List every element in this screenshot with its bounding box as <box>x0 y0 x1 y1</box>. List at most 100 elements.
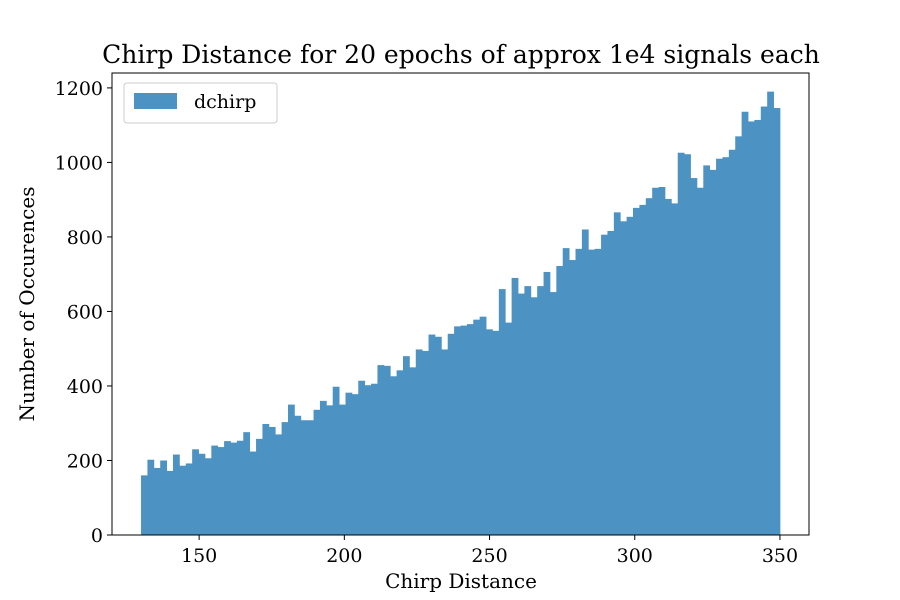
histogram-bar <box>518 293 525 535</box>
histogram-bar <box>486 329 493 535</box>
histogram-bar <box>748 121 755 535</box>
x-tick-label: 200 <box>326 545 362 567</box>
histogram-bar <box>562 248 570 535</box>
histogram-bar <box>767 91 774 536</box>
histogram-bar <box>211 445 219 535</box>
histogram-bar <box>601 234 608 535</box>
histogram-bar <box>307 420 314 535</box>
y-axis-label: Number of Occurences <box>15 187 39 422</box>
histogram-bar <box>613 212 621 535</box>
histogram-bar <box>549 292 557 535</box>
bars-group <box>141 91 781 536</box>
histogram-bar <box>690 178 698 535</box>
histogram-bar <box>358 380 366 535</box>
y-tick-label: 1200 <box>55 78 103 100</box>
histogram-bar <box>326 405 334 535</box>
histogram-bar <box>575 248 583 535</box>
histogram-bar <box>633 207 640 535</box>
x-tick-label: 250 <box>471 545 507 567</box>
histogram-bar <box>224 441 231 535</box>
histogram-bar <box>773 108 781 535</box>
histogram-bar <box>741 111 749 536</box>
histogram-bar <box>396 370 404 535</box>
histogram-bar <box>204 458 212 535</box>
histogram-bar <box>345 392 353 535</box>
histogram-bar <box>434 336 442 535</box>
histogram-bar <box>351 394 359 535</box>
histogram-bar <box>377 365 385 535</box>
histogram-bar <box>454 326 461 535</box>
histogram-bar <box>556 265 564 535</box>
chart-title: Chirp Distance for 20 epochs of approx 1… <box>102 40 820 69</box>
histogram-bar <box>709 169 717 535</box>
x-tick-label: 300 <box>617 545 653 567</box>
histogram-bar <box>230 442 238 535</box>
histogram-bar <box>166 470 174 535</box>
plot-frame <box>111 72 810 536</box>
histogram-bar <box>428 334 436 535</box>
histogram-bar <box>537 286 544 535</box>
histogram-bar <box>268 426 276 535</box>
histogram-bar <box>217 447 225 535</box>
histogram-bar <box>466 324 474 535</box>
histogram-bar <box>498 289 506 535</box>
histogram-bar <box>422 350 429 535</box>
histogram-bar <box>447 333 455 535</box>
histogram-bar <box>588 249 596 536</box>
histogram-bar <box>626 216 634 535</box>
y-tick-label: 800 <box>67 227 103 249</box>
histogram-bar <box>658 187 666 535</box>
y-tick-label: 200 <box>67 450 103 472</box>
histogram-bar <box>441 349 449 535</box>
legend-swatch-dchirp <box>134 93 177 109</box>
histogram-bar <box>460 325 468 535</box>
histogram-bar <box>607 230 615 536</box>
histogram-bar <box>677 152 685 536</box>
histogram-bar <box>754 119 762 535</box>
histogram-bar <box>505 322 513 535</box>
histogram-bar <box>160 460 167 535</box>
histogram-bar <box>147 459 155 535</box>
y-ticks-group: 0 200 400 600 800 1000 1200 <box>55 78 112 547</box>
histogram-bar <box>294 415 302 535</box>
histogram-bar <box>243 432 251 535</box>
histogram-bar <box>319 400 327 535</box>
histogram-bar <box>652 187 659 536</box>
histogram-bar <box>569 260 576 535</box>
histogram-bar <box>371 383 378 535</box>
histogram-bar <box>383 365 391 535</box>
y-tick-label: 1000 <box>55 152 103 174</box>
histogram-bar <box>287 404 295 535</box>
histogram-bar <box>249 451 257 535</box>
histogram-bar <box>735 136 743 535</box>
histogram-bar <box>581 229 589 535</box>
histogram-bar <box>684 154 691 535</box>
histogram-bar <box>192 449 199 535</box>
histogram-bar <box>153 467 161 535</box>
histogram-bar <box>524 286 532 535</box>
histogram-bar <box>185 463 193 535</box>
histogram-bar <box>256 438 263 535</box>
histogram-bar <box>198 453 206 535</box>
legend-label-dchirp: dchirp <box>194 91 256 113</box>
histogram-bar <box>179 465 187 535</box>
histogram-bar <box>594 248 602 535</box>
histogram-bar <box>313 409 321 535</box>
histogram-bar <box>728 149 736 535</box>
histogram-bar <box>492 330 500 535</box>
histogram-bar <box>716 158 723 535</box>
x-tick-label: 150 <box>181 545 217 567</box>
x-tick-label: 350 <box>762 545 798 567</box>
histogram-bar <box>543 271 551 535</box>
x-axis-label: Chirp Distance <box>385 569 537 593</box>
histogram-bar <box>141 475 148 535</box>
histogram-bar <box>339 404 346 535</box>
histogram-bar <box>639 204 647 535</box>
histogram-bar <box>722 157 730 535</box>
histogram-bar <box>760 106 768 535</box>
histogram-bar <box>402 356 410 535</box>
y-tick-label: 400 <box>67 376 103 398</box>
legend: dchirp <box>123 82 278 124</box>
histogram-bar <box>664 198 672 535</box>
